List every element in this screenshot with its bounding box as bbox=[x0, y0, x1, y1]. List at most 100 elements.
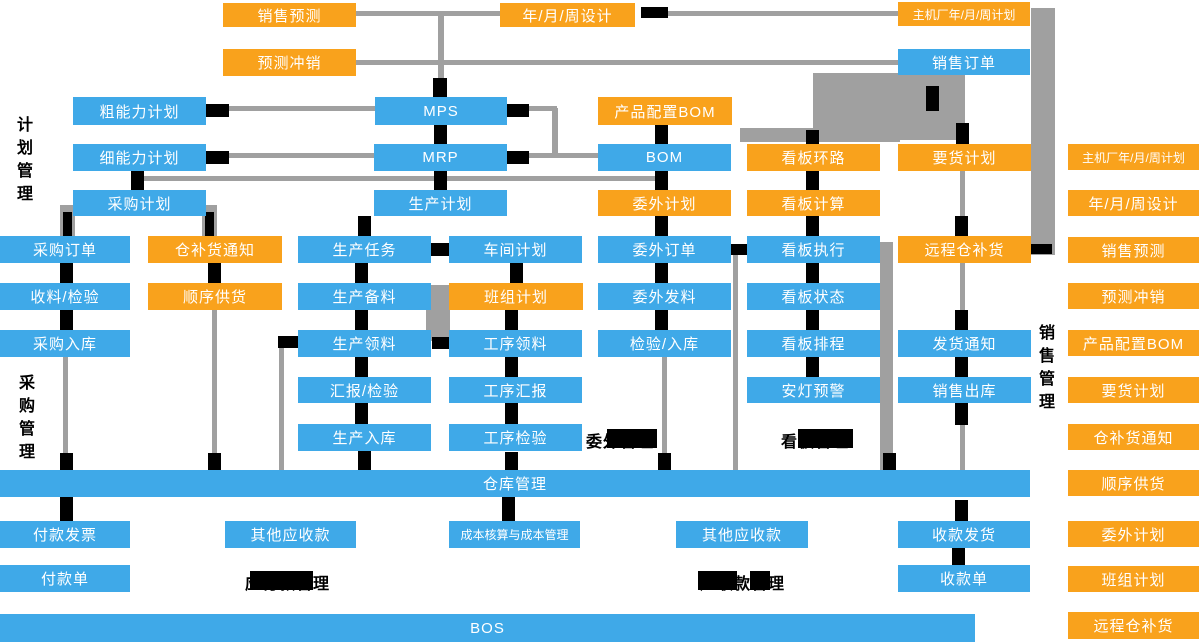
redaction-bar bbox=[250, 571, 313, 590]
connector-line bbox=[733, 252, 738, 470]
connector-stub bbox=[355, 263, 368, 283]
connector-stub bbox=[806, 216, 819, 236]
node-kanban-loop: 看板环路 bbox=[747, 144, 880, 171]
connector-stub bbox=[655, 170, 668, 190]
redaction-bar bbox=[607, 429, 657, 448]
connector-stub bbox=[806, 310, 819, 330]
node-inspect-inbound: 检验/入库 bbox=[598, 330, 731, 357]
connector-stub bbox=[505, 452, 518, 470]
connector-line bbox=[662, 357, 667, 455]
node-bos: BOS bbox=[0, 614, 975, 642]
connector-stub bbox=[655, 262, 668, 283]
connector-stub bbox=[355, 357, 368, 377]
connector-line bbox=[960, 424, 965, 470]
connector-stub bbox=[955, 216, 968, 236]
node-kanban-calc: 看板计算 bbox=[747, 190, 880, 216]
connector-stub bbox=[278, 336, 301, 348]
node-rc-team-plan: 班组计划 bbox=[1068, 566, 1199, 592]
connector-stub bbox=[131, 170, 144, 190]
connector-line bbox=[228, 153, 375, 158]
section-label-plan-management: 计划管理 bbox=[14, 116, 31, 208]
connector-stub bbox=[60, 263, 73, 283]
section-label-sales-management: 销售管理 bbox=[1036, 324, 1053, 416]
connector-line bbox=[1031, 8, 1055, 255]
section-label-purchase-management: 采购管理 bbox=[16, 374, 33, 466]
connector-stub bbox=[507, 151, 529, 164]
connector-line bbox=[356, 11, 500, 16]
node-rc-product-config-bom: 产品配置BOM bbox=[1068, 330, 1199, 356]
connector-stub bbox=[208, 453, 221, 470]
connector-line bbox=[880, 242, 893, 470]
connector-line bbox=[668, 11, 898, 16]
connector-stub bbox=[806, 262, 819, 283]
connector-stub bbox=[355, 310, 368, 330]
connector-stub bbox=[806, 356, 819, 377]
node-payment-invoice: 付款发票 bbox=[0, 521, 130, 548]
node-ship-notice: 发货通知 bbox=[898, 330, 1031, 357]
connector-stub bbox=[205, 212, 214, 237]
connector-stub bbox=[926, 86, 939, 111]
node-sales-forecast: 销售预测 bbox=[223, 3, 356, 27]
node-workshop-plan: 车间计划 bbox=[449, 236, 582, 263]
connector-stub bbox=[806, 130, 819, 144]
node-outsource-issue: 委外发料 bbox=[598, 283, 731, 310]
node-payment-slip: 付款单 bbox=[0, 565, 130, 592]
node-other-receivables-2: 其他应收款 bbox=[676, 521, 808, 548]
connector-line bbox=[63, 357, 68, 455]
node-andon-warning: 安灯预警 bbox=[747, 377, 880, 403]
connector-stub bbox=[955, 356, 968, 377]
connector-stub bbox=[505, 310, 518, 330]
node-ymw-design: 年/月/周设计 bbox=[500, 3, 635, 27]
connector-stub bbox=[641, 7, 668, 18]
connector-stub bbox=[507, 104, 529, 117]
node-rc-sales-forecast: 销售预测 bbox=[1068, 237, 1199, 263]
connector-stub bbox=[956, 123, 969, 144]
connector-stub bbox=[358, 216, 371, 236]
node-prod-material-prep: 生产备料 bbox=[298, 283, 431, 310]
redaction-bar bbox=[798, 429, 853, 448]
connector-stub bbox=[60, 453, 73, 470]
node-rc-outsource-plan: 委外计划 bbox=[1068, 521, 1199, 547]
node-purchase-inbound: 采购入库 bbox=[0, 330, 130, 357]
node-rc-ymw-design: 年/月/周设计 bbox=[1068, 190, 1199, 216]
connector-stub bbox=[60, 310, 73, 330]
connector-line bbox=[527, 106, 557, 111]
node-rc-remote-wh-replenish: 远程仓补货 bbox=[1068, 612, 1199, 639]
node-outsource-order: 委外订单 bbox=[598, 236, 731, 263]
connector-stub bbox=[883, 453, 896, 470]
node-process-material-issue: 工序领料 bbox=[449, 330, 582, 357]
connector-line bbox=[279, 346, 284, 470]
connector-line bbox=[212, 310, 217, 455]
connector-stub bbox=[434, 168, 447, 190]
node-report-inspect: 汇报/检验 bbox=[298, 377, 431, 403]
connector-stub bbox=[655, 216, 668, 236]
node-kanban-status: 看板状态 bbox=[747, 283, 880, 310]
connector-stub bbox=[955, 403, 968, 425]
node-remote-wh-replenish: 远程仓补货 bbox=[898, 236, 1031, 263]
node-rc-goods-req-plan: 要货计划 bbox=[1068, 377, 1199, 403]
redaction-bar bbox=[698, 571, 737, 590]
redaction-bar bbox=[750, 571, 770, 590]
node-cost-accounting: 成本核算与成本管理 bbox=[449, 521, 580, 548]
connector-stub bbox=[63, 212, 72, 237]
connector-line bbox=[960, 262, 965, 312]
connector-stub bbox=[206, 151, 229, 164]
node-process-inspect: 工序检验 bbox=[449, 424, 582, 451]
node-production-inbound: 生产入库 bbox=[298, 424, 431, 451]
connector-stub bbox=[208, 263, 221, 283]
node-mrp: MRP bbox=[374, 144, 507, 171]
connector-line bbox=[740, 128, 900, 142]
connector-stub bbox=[505, 403, 518, 424]
node-warehouse-mgmt: 仓库管理 bbox=[0, 470, 1030, 497]
connector-stub bbox=[658, 453, 671, 470]
node-prod-material-issue: 生产领料 bbox=[298, 330, 431, 357]
node-team-plan: 班组计划 bbox=[449, 283, 583, 310]
node-bom: BOM bbox=[598, 144, 731, 171]
node-receipt-slip: 收款单 bbox=[898, 565, 1030, 592]
node-rc-oem-ymw-plan: 主机厂年/月/周计划 bbox=[1068, 144, 1199, 170]
node-mps: MPS bbox=[375, 97, 507, 125]
connector-stub bbox=[206, 104, 229, 117]
node-rc-wh-replenish-notice: 仓补货通知 bbox=[1068, 424, 1199, 450]
node-oem-ymw-plan: 主机厂年/月/周计划 bbox=[898, 2, 1030, 26]
connector-stub bbox=[955, 500, 968, 521]
